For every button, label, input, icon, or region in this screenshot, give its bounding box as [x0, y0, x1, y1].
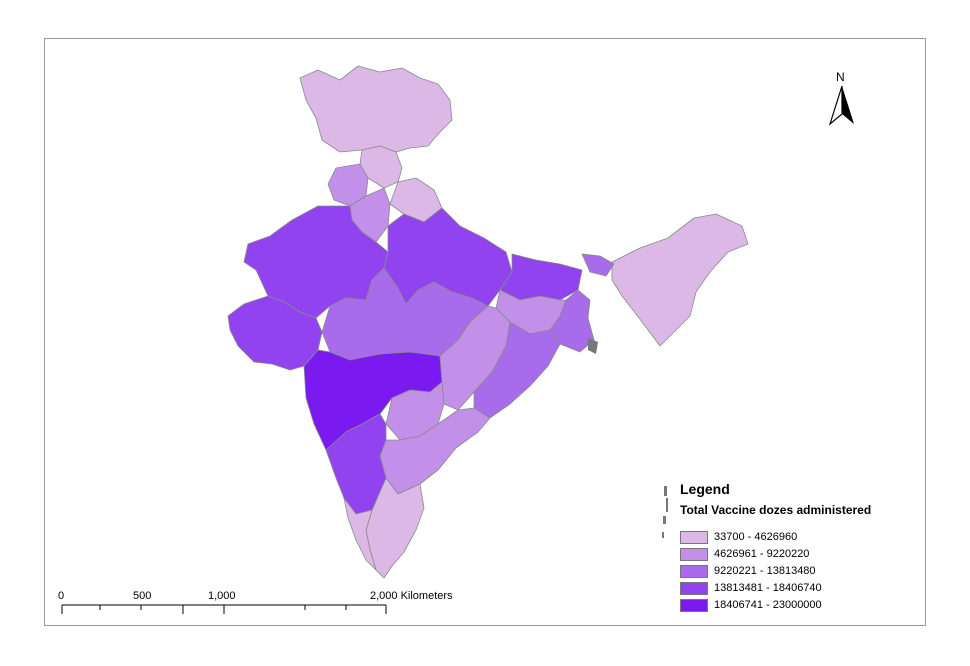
legend-swatch: [680, 565, 708, 578]
legend-swatch: [680, 548, 708, 561]
scale-bar: [61, 604, 387, 614]
legend-swatch: [680, 599, 708, 612]
legend-items: 33700 - 4626960 4626961 - 9220220 922022…: [680, 531, 940, 621]
scale-label-500: 500: [133, 590, 152, 602]
legend-label: 4626961 - 9220220: [714, 548, 810, 560]
region-telangana: [385, 381, 445, 441]
legend-label: 9220221 - 13813480: [714, 565, 816, 577]
scale-label-2000: 2,000 Kilometers: [370, 590, 453, 602]
legend-swatch: [680, 582, 708, 595]
legend-swatch: [680, 531, 708, 544]
andaman-islands: [662, 486, 668, 538]
north-label: N: [836, 70, 845, 84]
sundarbans-patch: [588, 338, 598, 354]
region-jammu-kashmir: [299, 65, 453, 153]
scale-label-0: 0: [58, 590, 65, 602]
legend-label: 13813481 - 18406740: [714, 582, 822, 594]
region-bihar: [499, 253, 583, 301]
north-arrow-icon: [828, 85, 854, 126]
legend-label: 33700 - 4626960: [714, 531, 798, 543]
north-arrow: N: [828, 70, 858, 130]
legend: Legend Total Vaccine dozes administered …: [680, 481, 940, 621]
region-northeast: [611, 213, 749, 347]
region-odisha: [473, 321, 561, 419]
scale-label-1000: 1,000: [208, 590, 236, 602]
legend-label: 18406741 - 23000000: [714, 599, 822, 611]
region-kerala: [343, 497, 377, 571]
legend-subtitle: Total Vaccine dozes administered: [680, 503, 872, 517]
legend-title: Legend: [680, 481, 730, 497]
region-sikkim: [581, 253, 615, 277]
